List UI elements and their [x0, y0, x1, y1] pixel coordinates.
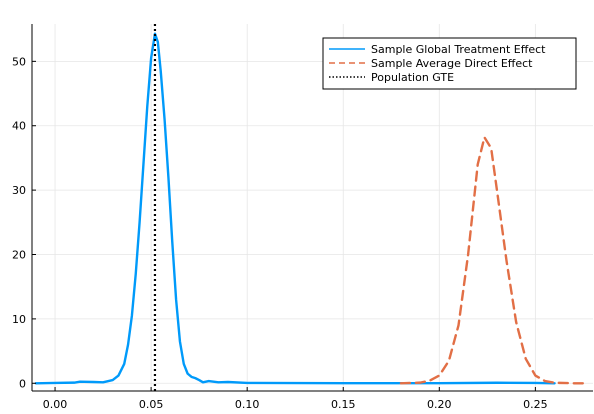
legend-population-gte-label: Population GTE [371, 71, 454, 84]
axes [31, 24, 593, 392]
y-tick-label: 30 [12, 184, 26, 197]
y-tick-label: 20 [12, 249, 26, 262]
series-layer [34, 24, 585, 391]
x-tick-label: 0.15 [331, 398, 356, 411]
series-sample-average-direct-effect-line [399, 136, 585, 385]
x-tick-label: 0.05 [139, 398, 164, 411]
x-tick-label: 0.25 [523, 398, 548, 411]
y-tick-label: 0 [19, 377, 26, 390]
y-tick-label: 50 [12, 55, 26, 68]
legend-sample-average-direct-effect-label: Sample Average Direct Effect [371, 57, 533, 70]
legend-sample-global-treatment-effect-label: Sample Global Treatment Effect [371, 43, 546, 56]
series-sample-global-treatment-effect-line [34, 32, 556, 385]
x-tick-label: 0.20 [427, 398, 452, 411]
y-tick-label: 10 [12, 313, 26, 326]
x-tick-label: 0.00 [43, 398, 68, 411]
legend-box [322, 37, 577, 90]
x-tick-label: 0.10 [235, 398, 260, 411]
y-tick-label: 40 [12, 120, 26, 133]
ticks: 0.00 0.05 0.10 0.15 0.20 0.25 0 10 20 30 40 50 [12, 55, 548, 411]
